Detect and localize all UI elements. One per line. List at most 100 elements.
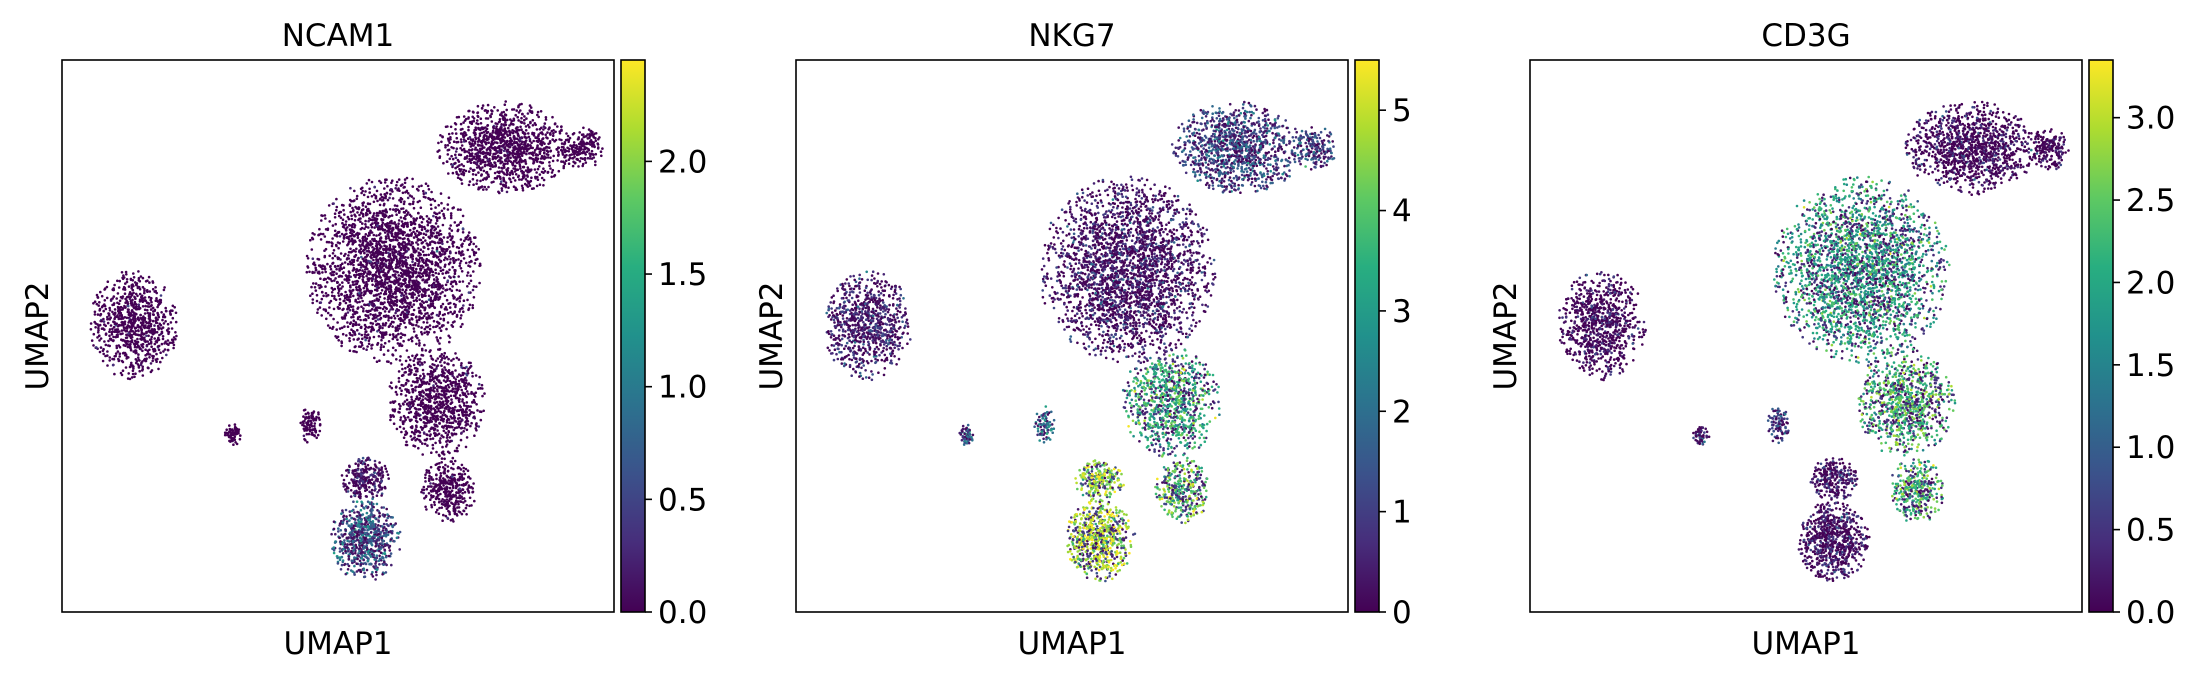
cell-point [441, 223, 445, 227]
cell-point [376, 261, 379, 265]
cell-point [367, 270, 370, 273]
cell-point [469, 279, 473, 283]
cell-point [436, 429, 439, 432]
cell-point [408, 407, 411, 411]
cell-point [587, 128, 591, 131]
cell-point [449, 238, 453, 242]
cell-point [439, 336, 442, 340]
cell-point [529, 151, 532, 155]
cell-point [394, 209, 398, 213]
cell-point [402, 384, 405, 388]
cell-point [415, 267, 418, 271]
cell-point [415, 353, 419, 357]
cell-point [539, 160, 542, 164]
cell-point [348, 337, 351, 340]
cell-point [476, 257, 479, 261]
cell-point [331, 252, 335, 255]
cell-point [416, 361, 420, 364]
cell-point [326, 311, 330, 315]
cell-point [356, 211, 359, 214]
cell-point [509, 180, 513, 184]
cell-point [428, 271, 431, 275]
cell-point [367, 219, 370, 223]
cell-point [395, 204, 399, 208]
cell-point [515, 150, 519, 153]
cell-point [468, 496, 472, 500]
cell-point [361, 269, 364, 272]
cell-point [324, 228, 328, 231]
cell-point [571, 132, 575, 136]
cell-point [359, 250, 363, 254]
cell-point [411, 257, 415, 261]
cell-point [537, 147, 541, 151]
cell-point [528, 104, 532, 107]
cell-point [483, 164, 487, 168]
cell-point [528, 137, 532, 141]
cell-point [338, 297, 342, 301]
cell-point [507, 186, 510, 189]
cell-point [360, 341, 364, 345]
cell-point [407, 355, 411, 359]
cell-point [465, 404, 468, 408]
cell-point [499, 182, 503, 186]
cell-point [463, 427, 466, 430]
cell-point [462, 257, 466, 260]
cell-point [427, 469, 431, 473]
cell-point [380, 335, 384, 339]
cell-point [369, 291, 373, 295]
cell-point [590, 149, 594, 153]
cell-point [367, 178, 371, 182]
cell-point [401, 275, 404, 279]
cell-point [391, 353, 394, 356]
cell-point [466, 274, 469, 277]
cell-point [523, 132, 526, 136]
cell-point [364, 265, 368, 269]
cell-point [581, 157, 584, 160]
cell-point [451, 235, 454, 238]
cell-point [376, 224, 379, 227]
cell-point [374, 313, 377, 317]
cell-point [534, 136, 538, 139]
cell-point [447, 302, 450, 306]
cell-point [425, 281, 429, 284]
cell-point [398, 386, 402, 390]
cell-point [393, 221, 397, 224]
cell-point [454, 420, 458, 423]
cell-point [360, 343, 364, 347]
cell-point [425, 273, 429, 276]
cell-point [404, 430, 408, 433]
cell-point [312, 282, 315, 285]
cell-point [486, 163, 490, 167]
cell-point [419, 248, 423, 251]
cell-point [397, 219, 401, 222]
cell-point [341, 332, 345, 336]
cell-point [434, 510, 438, 514]
cell-point [519, 149, 522, 153]
cell-point [425, 325, 428, 329]
cell-point [430, 262, 434, 266]
cell-point [425, 300, 429, 304]
cell-point [458, 289, 461, 293]
cell-point [472, 169, 475, 172]
cell-point [364, 190, 367, 193]
cell-point [430, 366, 434, 370]
cell-point [451, 257, 455, 260]
cell-point [428, 429, 431, 433]
cell-point [474, 245, 478, 248]
cell-point [394, 266, 398, 270]
cell-point [436, 415, 439, 419]
cell-point [427, 294, 431, 298]
cell-point [377, 323, 381, 326]
cell-point [402, 216, 406, 220]
cell-point [330, 244, 334, 248]
cell-point [463, 134, 467, 137]
cell-point [429, 427, 433, 431]
cell-point [323, 277, 327, 281]
cell-point [433, 235, 437, 238]
cell-point [417, 325, 420, 328]
cell-point [540, 154, 544, 158]
cell-point [448, 306, 452, 309]
cell-point [582, 135, 585, 139]
cell-point [355, 268, 359, 272]
cell-point [313, 286, 317, 289]
